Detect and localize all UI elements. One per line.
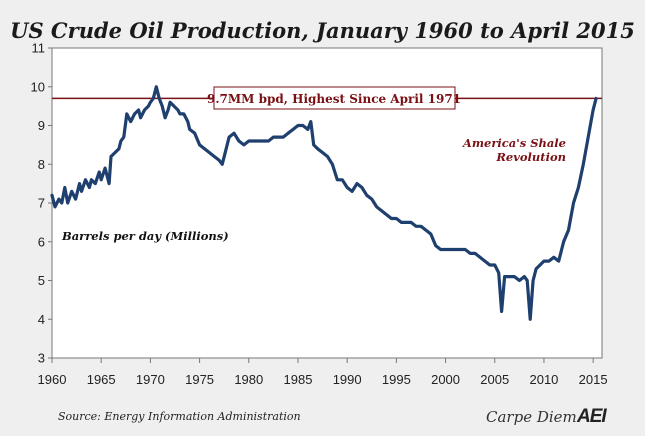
y-axis: 3 4 5 6 7 8 9 10 11 xyxy=(31,41,52,366)
y-axis-label: Barrels per day (Millions) xyxy=(61,229,229,243)
y-tick-label: 5 xyxy=(38,273,45,288)
y-tick-label: 11 xyxy=(32,41,46,56)
annotation-shale-line2: Revolution xyxy=(495,150,566,164)
series-line xyxy=(50,85,598,321)
chart-title: US Crude Oil Production, January 1960 to… xyxy=(10,18,635,43)
y-tick-label: 9 xyxy=(38,118,45,133)
x-tick-label: 1995 xyxy=(382,372,411,387)
x-tick-label: 1960 xyxy=(38,372,67,387)
reference-label: 9.7MM bpd, Highest Since April 1971 xyxy=(207,92,461,106)
aei-logo: AEI xyxy=(577,406,607,427)
reference-label-box xyxy=(213,86,456,110)
x-tick-label: 1970 xyxy=(136,372,165,387)
x-axis: 1960 1965 1970 1975 1980 1985 1990 1995 2000 2005… xyxy=(38,358,608,387)
x-tick-label: 2010 xyxy=(529,372,558,387)
brand-name: Carpe Diem xyxy=(486,408,577,426)
x-tick-label: 1975 xyxy=(185,372,214,387)
y-tick-label: 10 xyxy=(31,79,45,94)
y-tick-label: 4 xyxy=(38,312,45,327)
annotation-shale-line1: America's Shale xyxy=(462,136,566,150)
y-tick-label: 8 xyxy=(38,157,45,172)
x-tick-label: 1965 xyxy=(87,372,116,387)
y-tick-label: 3 xyxy=(38,351,45,366)
y-tick-label: 6 xyxy=(38,234,45,249)
x-tick-label: 1985 xyxy=(284,372,313,387)
x-tick-label: 2005 xyxy=(480,372,509,387)
x-tick-label: 1990 xyxy=(333,372,362,387)
source-note: Source: Energy Information Administratio… xyxy=(58,410,301,423)
x-tick-label: 2000 xyxy=(431,372,460,387)
x-tick-label: 2015 xyxy=(579,372,608,387)
y-tick-label: 7 xyxy=(38,196,45,211)
x-tick-label: 1980 xyxy=(234,372,263,387)
